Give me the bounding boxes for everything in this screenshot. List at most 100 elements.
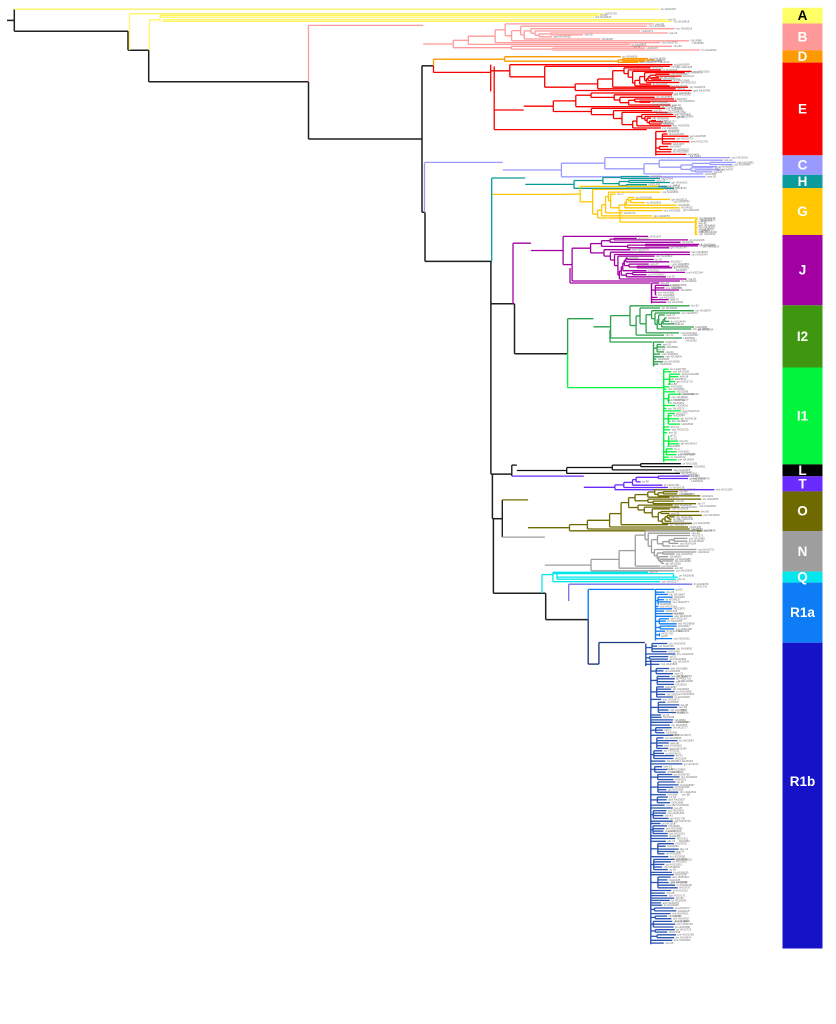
svg-text:HG01414: HG01414 (698, 550, 710, 554)
svg-text:pur-99: pur-99 (654, 109, 662, 113)
svg-text:clm-71: clm-71 (666, 333, 675, 337)
svg-text:NA18132: NA18132 (676, 186, 688, 190)
svg-text:acb HG04805: acb HG04805 (675, 112, 692, 116)
svg-text:gih-20: gih-20 (677, 115, 685, 119)
svg-text:esn-26: esn-26 (669, 431, 678, 435)
svg-text:msl HG02164: msl HG02164 (687, 270, 704, 274)
svg-text:stu HG01565: stu HG01565 (671, 723, 687, 727)
svg-text:pur-45: pur-45 (674, 105, 682, 109)
svg-text:khv HG01462: khv HG01462 (699, 244, 716, 248)
svg-text:asw-23: asw-23 (675, 672, 684, 676)
svg-text:chs-43: chs-43 (665, 814, 674, 818)
svg-text:acb NA20217: acb NA20217 (662, 580, 679, 584)
svg-text:HG01705: HG01705 (662, 631, 674, 635)
svg-text:itu HG04712: itu HG04712 (670, 455, 686, 459)
svg-text:jpt NA20025: jpt NA20025 (662, 68, 678, 72)
svg-text:beb NA20892: beb NA20892 (737, 160, 754, 164)
svg-text:esn NA19913: esn NA19913 (703, 513, 720, 517)
svg-text:chs NA18016: chs NA18016 (664, 865, 681, 869)
svg-text:HG02693: HG02693 (677, 720, 689, 724)
svg-text:HG02404: HG02404 (662, 176, 674, 180)
svg-text:chs NA18163: chs NA18163 (677, 759, 694, 763)
svg-text:fin-4: fin-4 (674, 447, 680, 451)
svg-text:ceu-35: ceu-35 (671, 64, 680, 68)
svg-text:clm NA19482: clm NA19482 (675, 559, 692, 563)
svg-text:itu-65: itu-65 (669, 868, 676, 872)
svg-text:itu HG02497: itu HG02497 (661, 7, 677, 11)
svg-text:gbr-92: gbr-92 (692, 527, 700, 531)
svg-text:stu HG01859: stu HG01859 (673, 150, 689, 154)
svg-text:stu NA18079: stu NA18079 (695, 309, 711, 313)
svg-text:pjl HG02906: pjl HG02906 (665, 669, 680, 673)
svg-text:fin NA19284: fin NA19284 (678, 679, 693, 683)
svg-text:beb NA18834: beb NA18834 (666, 355, 683, 359)
svg-text:stu NA20678: stu NA20678 (690, 85, 706, 89)
svg-text:gwd-21: gwd-21 (714, 170, 723, 174)
svg-text:gih HG03103: gih HG03103 (683, 208, 699, 212)
svg-text:chb HG02365: chb HG02365 (671, 880, 688, 884)
svg-text:khv-13: khv-13 (671, 425, 680, 429)
svg-text:acb-74: acb-74 (676, 680, 685, 684)
svg-text:gih HG03672: gih HG03672 (671, 377, 687, 381)
svg-text:HG03473: HG03473 (642, 29, 654, 33)
svg-text:mxl-32: mxl-32 (699, 219, 708, 223)
svg-text:acb HG01651: acb HG01651 (659, 295, 676, 299)
svg-text:itu-72: itu-72 (662, 713, 669, 717)
svg-text:cdx-85: cdx-85 (665, 941, 674, 945)
svg-text:HG03989: HG03989 (696, 325, 708, 329)
svg-text:msl-97: msl-97 (688, 277, 697, 281)
svg-text:HG02848: HG02848 (682, 422, 694, 426)
svg-text:NA20953: NA20953 (675, 718, 687, 722)
svg-text:cdx HG02923: cdx HG02923 (662, 352, 679, 356)
svg-text:NA19233: NA19233 (638, 236, 650, 240)
svg-text:msl NA20475: msl NA20475 (686, 71, 703, 75)
svg-text:HG04883: HG04883 (669, 444, 681, 448)
svg-text:clm HG04151: clm HG04151 (676, 857, 693, 861)
svg-text:pel HG03769: pel HG03769 (674, 772, 690, 776)
svg-text:tsi HG01701: tsi HG01701 (676, 677, 691, 681)
svg-text:lwk HG03808: lwk HG03808 (678, 622, 695, 626)
svg-text:NA20453: NA20453 (668, 129, 680, 133)
svg-text:NA18762: NA18762 (684, 488, 696, 492)
svg-text:jpt-83: jpt-83 (675, 587, 683, 591)
svg-text:khv-14: khv-14 (680, 847, 689, 851)
svg-text:cdx HG03502: cdx HG03502 (684, 474, 701, 478)
svg-text:gwd NA20857: gwd NA20857 (668, 798, 685, 802)
svg-text:NA20467: NA20467 (658, 118, 670, 122)
svg-text:clm-89: clm-89 (674, 44, 683, 48)
svg-text:L: L (798, 463, 806, 478)
svg-text:fin-50: fin-50 (601, 13, 608, 17)
svg-text:HG01534: HG01534 (675, 756, 687, 760)
svg-text:asw NA20363: asw NA20363 (674, 468, 691, 472)
svg-text:HG02096: HG02096 (678, 203, 690, 207)
svg-text:mxl-20: mxl-20 (676, 499, 685, 503)
svg-text:beb-15: beb-15 (663, 342, 672, 346)
svg-text:khv HG02010: khv HG02010 (672, 544, 689, 548)
svg-text:pur NA19888: pur NA19888 (667, 106, 683, 110)
svg-text:pjl NA20436: pjl NA20436 (675, 785, 690, 789)
svg-text:chb-65: chb-65 (666, 891, 675, 895)
svg-text:pel-35: pel-35 (667, 275, 675, 279)
svg-text:yri NA21055: yri NA21055 (682, 462, 697, 466)
svg-text:pur NA18656: pur NA18656 (671, 283, 687, 287)
svg-text:tsi NA21045: tsi NA21045 (653, 82, 668, 86)
svg-text:J: J (799, 263, 807, 278)
svg-text:esn HG01459: esn HG01459 (668, 811, 685, 815)
svg-text:NA18382: NA18382 (686, 338, 698, 342)
svg-text:msl HG04865: msl HG04865 (661, 662, 678, 666)
svg-text:fin HG04628: fin HG04628 (675, 695, 691, 699)
svg-text:NA18049: NA18049 (663, 715, 675, 719)
svg-text:acb HG04107: acb HG04107 (654, 103, 671, 107)
svg-text:chb-72: chb-72 (671, 770, 680, 774)
svg-text:asw NA20878: asw NA20878 (632, 248, 649, 252)
svg-text:ceu-32: ceu-32 (692, 531, 701, 535)
svg-text:NA19650: NA19650 (693, 41, 705, 45)
svg-text:esn HG02789: esn HG02789 (673, 124, 690, 128)
svg-text:cdx NA18823: cdx NA18823 (656, 254, 673, 258)
svg-text:cdx NA20507: cdx NA20507 (683, 333, 700, 337)
svg-text:pjl HG01730: pjl HG01730 (670, 816, 685, 820)
svg-text:yri HG04102: yri HG04102 (666, 751, 682, 755)
svg-text:clm HG04266: clm HG04266 (700, 230, 717, 234)
svg-text:pur HG03664: pur HG03664 (675, 91, 692, 95)
svg-text:gih NA19282: gih NA19282 (665, 561, 681, 565)
